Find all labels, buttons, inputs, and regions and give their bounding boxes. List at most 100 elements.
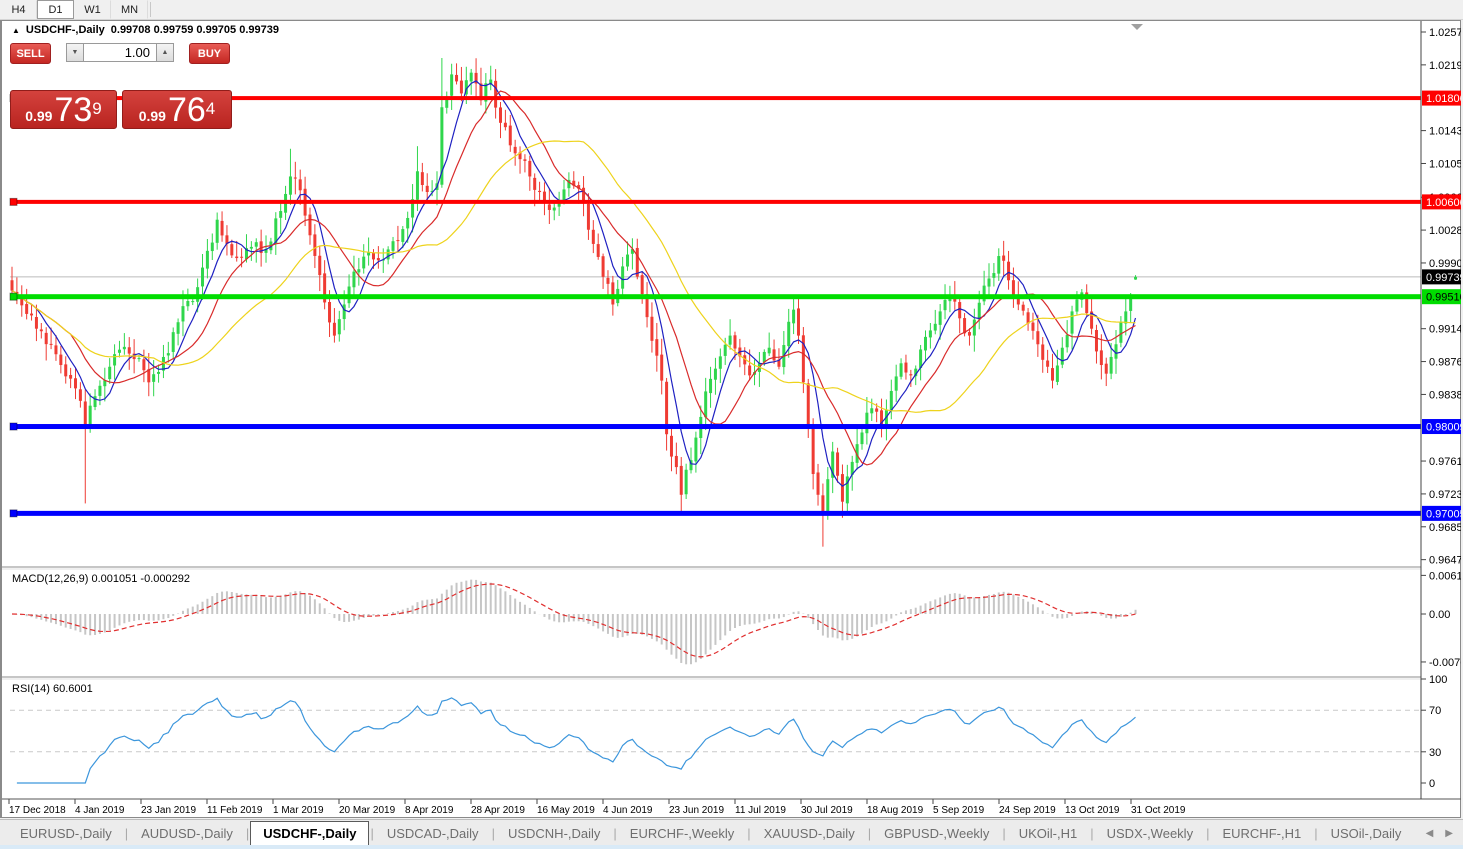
h-line-0.99510[interactable] bbox=[9, 292, 1421, 301]
date-label-15: 24 Sep 2019 bbox=[999, 805, 1056, 816]
h-line-handle[interactable] bbox=[9, 197, 18, 206]
rsi-label: RSI(14) 60.6001 bbox=[12, 683, 93, 695]
macd-indicator-layer bbox=[11, 579, 1137, 665]
chart-tab-usdchf-daily[interactable]: USDCHF-,Daily bbox=[250, 820, 370, 846]
price-tick-0.96470: 0.96470 bbox=[1429, 555, 1461, 567]
date-label-16: 13 Oct 2019 bbox=[1065, 805, 1120, 816]
rsi-indicator-layer bbox=[10, 697, 1421, 784]
date-axis[interactable]: 17 Dec 2018 4 Jan 2019 23 Jan 2019 11 Feb 2… bbox=[8, 799, 1186, 816]
h-line-handle[interactable] bbox=[9, 509, 18, 518]
tab-separator: | bbox=[370, 825, 374, 841]
chart-tab-bar: EURUSD-,Daily | AUDUSD-,Daily | USDCHF-,Dail… bbox=[0, 819, 1463, 846]
svg-text:0.97005: 0.97005 bbox=[1426, 508, 1461, 520]
tab-separator: | bbox=[124, 825, 129, 841]
buy-button[interactable]: BUY bbox=[189, 43, 230, 64]
chart-tab-gbpusd-weekly[interactable]: GBPUSD-,Weekly bbox=[884, 825, 990, 841]
chart-tab-eurchf-h1[interactable]: EURCHF-,H1 bbox=[1222, 825, 1302, 841]
timeframe-toolbar: H4 D1 W1 MN bbox=[0, 0, 1463, 20]
buy-price-box[interactable]: 0.99 76 4 bbox=[122, 90, 232, 129]
price-axis[interactable]: 1.025701.021901.014301.010501.006601.002… bbox=[1421, 27, 1461, 790]
sell-button[interactable]: SELL bbox=[10, 43, 51, 64]
chart-tab-xauusd-daily[interactable]: XAUUSD-,Daily bbox=[763, 825, 855, 841]
date-label-0: 17 Dec 2018 bbox=[9, 805, 66, 816]
macd-scale--0.007612: -0.007612 bbox=[1429, 657, 1461, 669]
price-badge-1.00606: 1.00606 bbox=[1422, 194, 1461, 210]
chart-ohlc-values: 0.99708 0.99759 0.99705 0.99739 bbox=[110, 24, 279, 36]
chart-tab-usdcad-daily[interactable]: USDCAD-,Daily bbox=[386, 825, 479, 841]
fast-ma-line bbox=[11, 80, 1137, 487]
tab-separator: | bbox=[1002, 825, 1006, 841]
tab-scroll-right-icon[interactable]: ▶ bbox=[1445, 827, 1453, 839]
date-label-1: 4 Jan 2019 bbox=[75, 805, 125, 816]
sell-price-box[interactable]: 0.99 73 9 bbox=[10, 90, 117, 129]
date-label-13: 18 Aug 2019 bbox=[867, 805, 924, 816]
price-badge-0.97005: 0.97005 bbox=[1422, 505, 1461, 521]
h-line-0.98009[interactable] bbox=[9, 422, 1421, 431]
one-click-collapse-icon[interactable]: ▲ bbox=[12, 25, 20, 35]
tab-separator: | bbox=[1090, 825, 1094, 841]
chart-symbol-period: USDCHF-,Daily bbox=[25, 24, 105, 36]
price-badge-0.98009: 0.98009 bbox=[1422, 419, 1461, 435]
horizontal-lines-layer[interactable] bbox=[9, 94, 1421, 518]
price-tick-1.01050: 1.01050 bbox=[1429, 158, 1461, 170]
sell-price-prefix: 0.99 bbox=[25, 108, 53, 124]
tab-separator: | bbox=[613, 825, 617, 841]
macd-scale-0.00613: 0.00613 bbox=[1429, 570, 1461, 582]
chart-window: 1.025701.021901.014301.010501.006601.002… bbox=[0, 20, 1461, 818]
rsi-scale-0: 0 bbox=[1429, 778, 1435, 790]
h-line-0.97005[interactable] bbox=[9, 509, 1421, 518]
date-label-12: 30 Jul 2019 bbox=[801, 805, 853, 816]
tab-nav: ◀ ▶ bbox=[1426, 828, 1453, 839]
chart-canvas[interactable]: 1.025701.021901.014301.010501.006601.002… bbox=[2, 21, 1461, 817]
chart-tab-usoil-daily[interactable]: USOil-,Daily bbox=[1330, 825, 1402, 841]
medium-ma-line bbox=[11, 90, 1136, 466]
rsi-scale-70: 70 bbox=[1429, 705, 1441, 717]
tab-separator: | bbox=[1206, 825, 1210, 841]
timeframe-button-mn[interactable]: MN bbox=[111, 0, 148, 19]
chart-tab-eurchf-weekly[interactable]: EURCHF-,Weekly bbox=[629, 825, 735, 841]
buy-price-big-digits: 76 bbox=[167, 91, 206, 129]
h-line-handle[interactable] bbox=[9, 292, 18, 301]
chart-tab-audusd-daily[interactable]: AUDUSD-,Daily bbox=[141, 825, 233, 841]
macd-scale-0.00: 0.00 bbox=[1429, 609, 1450, 621]
h-line-handle[interactable] bbox=[9, 422, 18, 431]
chart-tab-eurusd-daily[interactable]: EURUSD-,Daily bbox=[20, 825, 112, 841]
price-tick-1.02190: 1.02190 bbox=[1429, 60, 1461, 72]
spinner-up-icon: ▲ bbox=[161, 49, 169, 56]
chart-tab-usdcnh-daily[interactable]: USDCNH-,Daily bbox=[507, 825, 601, 841]
chart-tab-ukoil-h1[interactable]: UKOil-,H1 bbox=[1018, 825, 1078, 841]
svg-text:0.98009: 0.98009 bbox=[1426, 422, 1461, 434]
tab-separator: | bbox=[747, 825, 751, 841]
price-badge-1.01806: 1.01806 bbox=[1422, 90, 1461, 106]
timeframe-button-d1[interactable]: D1 bbox=[37, 0, 74, 19]
one-click-trading-panel: SELL ▼ ▲ BUY 0.99 73 9 0.99 76 4 bbox=[10, 43, 232, 129]
date-label-4: 1 Mar 2019 bbox=[273, 805, 324, 816]
toolbar-separator bbox=[150, 2, 151, 17]
chart-shift-marker-icon[interactable] bbox=[1131, 24, 1143, 30]
lot-decrease-button[interactable]: ▼ bbox=[66, 43, 84, 62]
tab-separator: | bbox=[245, 825, 250, 841]
h-line-1.00606[interactable] bbox=[9, 197, 1421, 206]
lot-increase-button[interactable]: ▲ bbox=[156, 43, 174, 62]
chart-tab-usdx-weekly[interactable]: USDX-,Weekly bbox=[1106, 825, 1194, 841]
date-label-9: 4 Jun 2019 bbox=[603, 805, 653, 816]
timeframe-button-h4[interactable]: H4 bbox=[0, 0, 37, 19]
timeframe-button-w1[interactable]: W1 bbox=[74, 0, 111, 19]
svg-text:1.01806: 1.01806 bbox=[1426, 93, 1461, 105]
rsi-scale-100: 100 bbox=[1429, 674, 1447, 686]
tab-scroll-left-icon[interactable]: ◀ bbox=[1425, 827, 1434, 839]
chart-title: ▲ USDCHF-,Daily 0.99708 0.99759 0.99705 … bbox=[12, 24, 279, 36]
spinner-down-icon: ▼ bbox=[71, 49, 79, 56]
lot-size-input[interactable] bbox=[84, 43, 156, 62]
date-label-6: 8 Apr 2019 bbox=[405, 805, 454, 816]
